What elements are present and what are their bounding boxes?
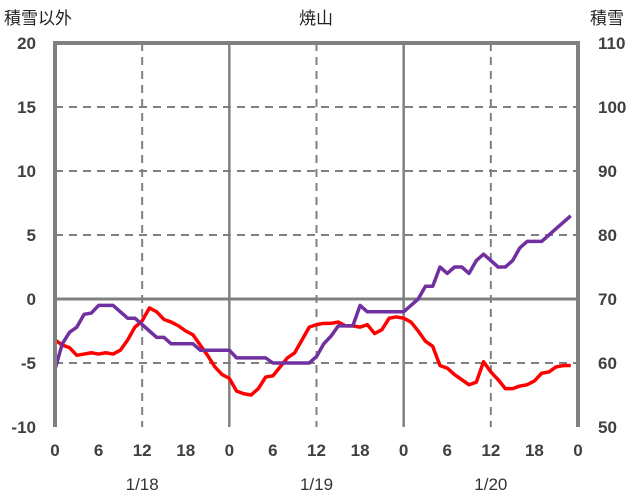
date-label: 1/20 [474, 475, 507, 494]
x-tick-label: 6 [94, 441, 103, 460]
right-tick-label: 80 [598, 226, 617, 245]
left-tick-label: -10 [11, 418, 36, 437]
left-axis-label: 積雪以外 [4, 9, 72, 29]
series-line-non-snow [53, 306, 571, 397]
right-tick-label: 50 [598, 418, 617, 437]
x-tick-label: 6 [443, 441, 452, 460]
date-label: 1/19 [300, 475, 333, 494]
right-tick-label: 90 [598, 162, 617, 181]
x-tick-label: 6 [268, 441, 277, 460]
x-tick-label: 12 [481, 441, 500, 460]
x-tick-label: 0 [50, 441, 59, 460]
chart-title: 焼山 [299, 9, 333, 29]
plot-frame [53, 41, 580, 427]
x-tick-label: 18 [351, 441, 370, 460]
date-label: 1/18 [126, 475, 159, 494]
x-tick-label: 18 [525, 441, 544, 460]
series-line-snow [53, 214, 572, 370]
x-tick-label: 18 [176, 441, 195, 460]
left-tick-label: 10 [17, 162, 36, 181]
left-tick-label: 5 [27, 226, 36, 245]
series-lines [53, 214, 572, 397]
x-tick-label: 0 [573, 441, 582, 460]
x-tick-label: 12 [133, 441, 152, 460]
right-axis-label: 積雪 [590, 9, 624, 29]
x-tick-label: 12 [307, 441, 326, 460]
grid [55, 43, 578, 427]
left-tick-label: 0 [27, 290, 36, 309]
left-tick-label: 15 [17, 98, 36, 117]
left-tick-label: -5 [21, 354, 36, 373]
x-tick-label: 0 [399, 441, 408, 460]
left-tick-label: 20 [17, 34, 36, 53]
right-tick-label: 70 [598, 290, 617, 309]
x-tick-label: 0 [225, 441, 234, 460]
right-tick-label: 60 [598, 354, 617, 373]
right-tick-label: 100 [598, 98, 626, 117]
right-tick-label: 110 [598, 34, 625, 53]
